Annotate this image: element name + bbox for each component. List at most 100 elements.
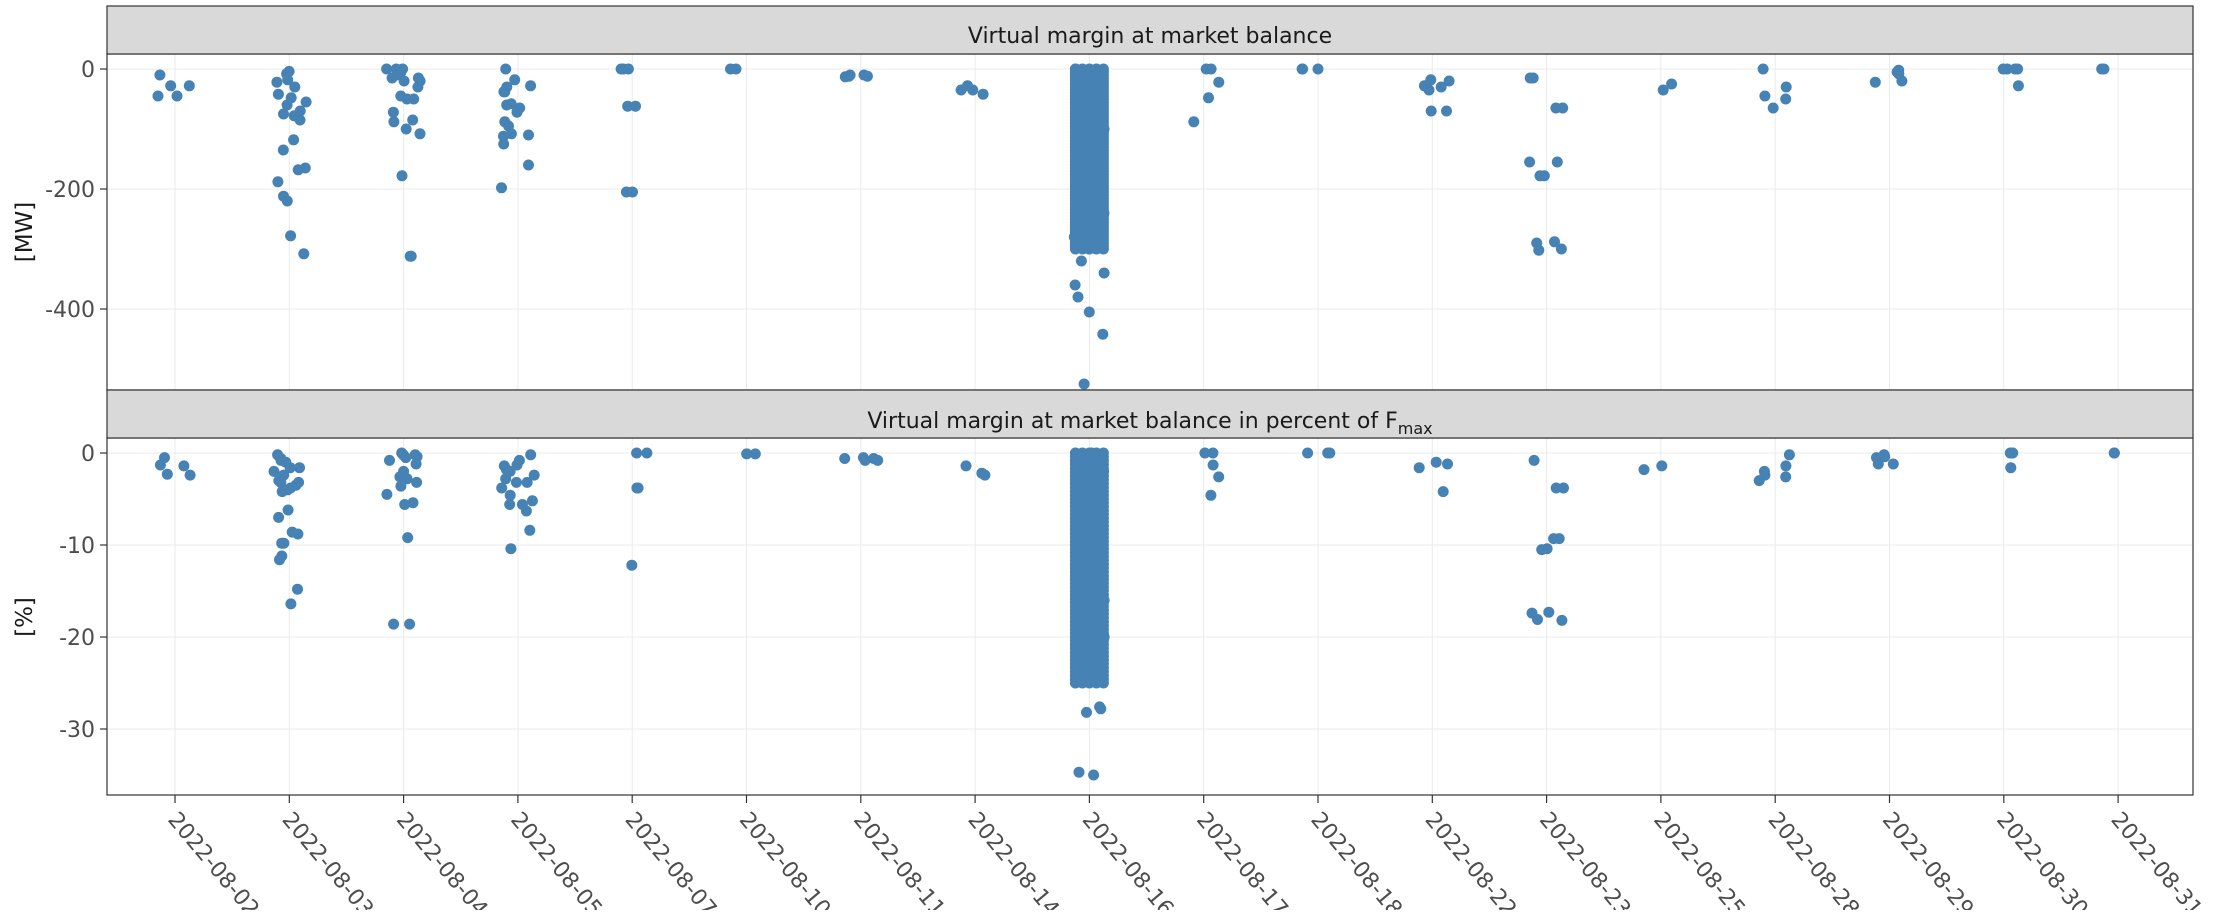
y-tick-label: -200 xyxy=(45,178,95,203)
x-tick-label: 2022-08-05 xyxy=(505,808,606,910)
data-point xyxy=(641,447,653,459)
data-point xyxy=(500,63,512,75)
data-point xyxy=(288,110,300,122)
data-point xyxy=(1083,306,1095,318)
data-point xyxy=(1997,63,2009,75)
data-point xyxy=(521,476,533,488)
panel-bottom: Virtual margin at market balance in perc… xyxy=(12,389,2194,796)
data-point xyxy=(1524,156,1536,168)
data-point xyxy=(282,504,294,516)
data-point xyxy=(631,482,643,494)
data-point xyxy=(1780,93,1792,105)
data-point xyxy=(979,469,991,481)
data-point xyxy=(388,618,400,630)
data-point xyxy=(501,99,513,111)
x-tick-label: 2022-08-07 xyxy=(620,808,721,910)
data-point xyxy=(400,123,412,135)
x-tick-label: 2022-08-23 xyxy=(1534,808,1635,910)
data-point xyxy=(404,250,416,262)
data-point xyxy=(1891,66,1903,78)
data-point xyxy=(511,106,523,118)
data-point xyxy=(402,532,414,544)
data-point xyxy=(273,511,285,523)
data-point xyxy=(1869,76,1881,88)
y-tick-label: -30 xyxy=(59,718,95,743)
data-point xyxy=(268,465,280,477)
panel-top-title: Virtual margin at market balance xyxy=(968,24,1332,49)
data-point xyxy=(523,159,534,171)
data-point xyxy=(1073,766,1085,778)
data-point xyxy=(404,618,416,630)
data-point xyxy=(872,454,884,466)
data-point xyxy=(1324,447,1336,459)
data-point xyxy=(285,92,297,104)
data-point xyxy=(412,72,424,84)
data-point xyxy=(293,476,305,488)
data-point xyxy=(1075,255,1087,267)
data-point xyxy=(384,454,395,466)
data-point xyxy=(839,71,851,83)
panel-top-strip xyxy=(106,5,2194,55)
data-point xyxy=(152,90,164,102)
data-point xyxy=(977,88,989,100)
grid-layer xyxy=(107,54,2193,795)
y-tick-label: -20 xyxy=(59,626,95,651)
data-point xyxy=(381,63,393,75)
data-point xyxy=(525,80,537,92)
data-point xyxy=(178,460,190,472)
data-point xyxy=(1207,447,1219,459)
data-point xyxy=(1783,449,1795,461)
data-point xyxy=(861,70,873,82)
data-point xyxy=(396,170,408,182)
data-point xyxy=(407,497,419,509)
x-tick-label: 2022-08-22 xyxy=(1420,808,1521,910)
data-point xyxy=(1098,267,1110,279)
x-tick-label: 2022-08-17 xyxy=(1191,808,1292,910)
data-point xyxy=(1872,458,1884,470)
data-point xyxy=(1767,102,1779,114)
data-point xyxy=(1097,243,1109,255)
data-point xyxy=(504,489,516,501)
data-point xyxy=(387,106,399,118)
data-point xyxy=(1213,76,1225,88)
data-point xyxy=(962,80,973,92)
x-tick-label: 2022-08-11 xyxy=(848,808,949,910)
data-point xyxy=(1536,544,1548,556)
data-point xyxy=(1538,170,1550,182)
data-point xyxy=(1188,116,1200,128)
data-point xyxy=(510,476,522,488)
data-point xyxy=(1780,460,1792,472)
data-point xyxy=(1896,75,1908,87)
data-point xyxy=(399,499,411,510)
data-point xyxy=(525,449,537,461)
data-point xyxy=(1078,378,1090,390)
data-point xyxy=(411,476,423,488)
data-point xyxy=(412,81,424,93)
x-tick-label: 2022-08-25 xyxy=(1648,808,1749,910)
x-tick-label: 2022-08-04 xyxy=(391,808,492,910)
data-point xyxy=(278,108,289,120)
panel-bottom-title-sub: max xyxy=(1398,419,1433,438)
data-point xyxy=(2004,447,2016,459)
data-point xyxy=(396,447,408,459)
data-point xyxy=(161,468,173,480)
x-tick-label: 2022-08-31 xyxy=(2106,808,2207,910)
data-point xyxy=(1094,701,1106,713)
data-point xyxy=(1069,279,1081,291)
data-point xyxy=(857,452,869,464)
panel-top-border xyxy=(106,53,2194,391)
panel-bottom-title: Virtual margin at market balance in perc… xyxy=(867,409,1432,438)
data-point xyxy=(730,63,742,75)
data-point xyxy=(1435,81,1447,93)
data-point xyxy=(513,454,525,466)
data-point xyxy=(1443,75,1455,87)
y-ticks-layer: 0 -200 -400 0 -10 -20 -30 xyxy=(45,58,107,743)
data-point xyxy=(1526,607,1538,619)
data-point xyxy=(1205,489,1217,501)
data-point xyxy=(276,486,288,498)
y-tick-label: 0 xyxy=(81,442,95,467)
data-point xyxy=(1418,80,1430,92)
data-point xyxy=(1758,465,1770,477)
data-point xyxy=(1088,769,1100,781)
